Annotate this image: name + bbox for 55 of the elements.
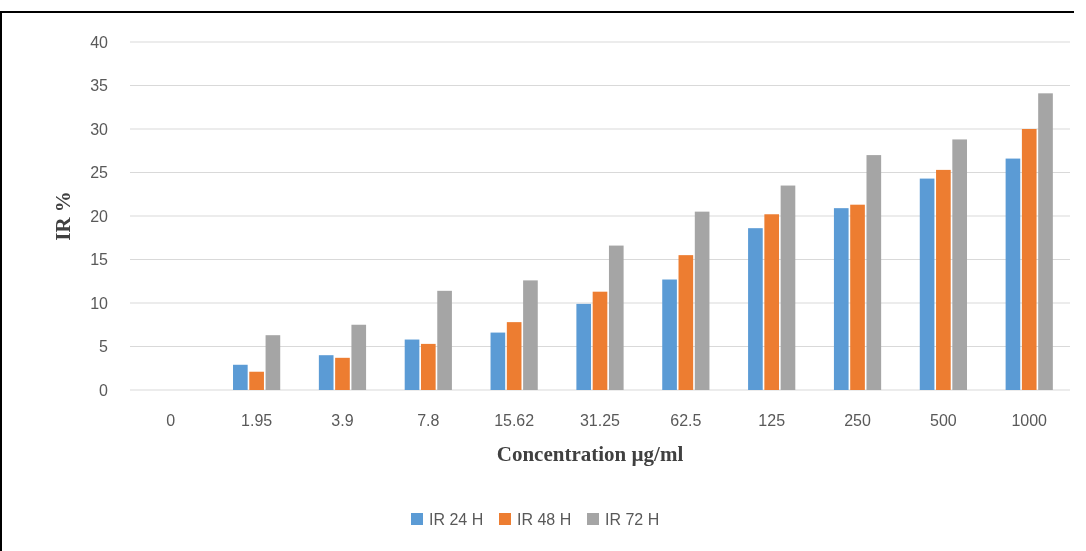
bar (678, 255, 694, 390)
x-axis-title: Concentration µg/ml (496, 442, 684, 466)
bar (919, 178, 935, 390)
x-tick-label: 7.8 (417, 411, 440, 429)
bar (764, 214, 780, 390)
bar (1021, 129, 1037, 390)
bar (936, 169, 951, 390)
x-tick-label: 31.25 (579, 411, 621, 429)
x-tick-label: 3.9 (331, 411, 354, 429)
bar (437, 290, 452, 390)
bar (249, 371, 264, 390)
bar (833, 208, 849, 390)
bar (1038, 93, 1053, 390)
y-tick-label: 20 (90, 207, 109, 225)
bar (404, 339, 420, 390)
x-tick-label: 500 (930, 411, 957, 429)
x-tick-label: 250 (844, 411, 871, 429)
y-tick-label: 10 (90, 294, 109, 312)
bar (608, 245, 624, 390)
x-tick-label: 125 (758, 411, 786, 429)
x-tick-label: 0 (166, 411, 176, 429)
x-tick-label: 1000 (1011, 411, 1048, 429)
y-axis-title: IR % (51, 191, 75, 241)
y-tick-label: 35 (90, 77, 109, 95)
y-tick-label: 5 (99, 338, 109, 356)
y-tick-label: 25 (90, 164, 109, 182)
legend-label: IR 48 H (517, 510, 572, 528)
bar (318, 355, 334, 390)
bar (662, 279, 677, 390)
bar (265, 335, 281, 390)
bar (866, 155, 882, 390)
x-tick-label: 1.95 (241, 411, 273, 429)
y-tick-label: 40 (90, 33, 109, 51)
legend-label: IR 72 H (605, 510, 660, 528)
y-tick-label: 0 (99, 381, 109, 399)
bar (952, 139, 967, 390)
bar (748, 228, 763, 390)
bar (233, 364, 248, 390)
y-tick-label: 15 (90, 251, 109, 269)
bar (850, 204, 865, 390)
bar (780, 185, 796, 390)
bar (523, 280, 538, 390)
bar (1005, 158, 1021, 390)
legend-label: IR 24 H (429, 510, 484, 528)
x-tick-label: 15.62 (494, 411, 535, 429)
bar (592, 291, 608, 390)
bar (351, 324, 367, 390)
y-tick-label: 30 (90, 120, 109, 138)
bar (420, 343, 436, 390)
bar (576, 303, 592, 390)
bar (490, 332, 506, 390)
bar (335, 357, 350, 390)
bar (694, 211, 710, 390)
bar (506, 322, 522, 390)
x-tick-label: 62.5 (670, 411, 702, 429)
